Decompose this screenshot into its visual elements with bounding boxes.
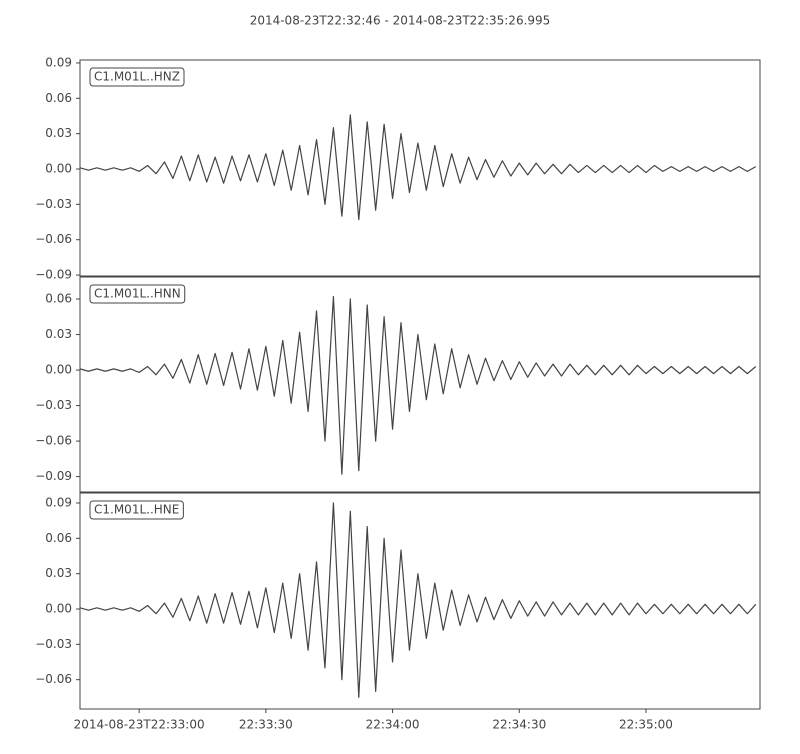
- y-tick-label: −0.03: [35, 197, 72, 211]
- trace-label: C1.M01L..HNZ: [94, 70, 180, 84]
- y-tick-label: −0.09: [35, 469, 72, 483]
- x-tick-label: 22:34:30: [492, 718, 546, 732]
- y-tick-label: 0.00: [45, 602, 72, 616]
- trace-label: C1.M01L..HNN: [94, 287, 181, 301]
- x-tick-label: 2014-08-23T22:33:00: [74, 718, 205, 732]
- y-tick-label: 0.06: [45, 531, 72, 545]
- y-tick-label: −0.03: [35, 637, 72, 651]
- x-tick-label: 22:34:00: [366, 718, 420, 732]
- y-tick-label: 0.06: [45, 292, 72, 306]
- panel-frame: [79, 276, 761, 493]
- y-tick-label: 0.06: [45, 91, 72, 105]
- y-tick-label: 0.03: [45, 126, 72, 140]
- y-tick-label: 0.09: [45, 55, 72, 69]
- y-tick-label: 0.03: [45, 566, 72, 580]
- panel-frame: [79, 492, 761, 710]
- y-tick-label: −0.06: [35, 232, 72, 246]
- y-tick-label: 0.09: [45, 496, 72, 510]
- y-tick-label: −0.06: [35, 672, 72, 686]
- y-tick-label: −0.03: [35, 398, 72, 412]
- y-tick-label: 0.00: [45, 162, 72, 176]
- y-tick-label: −0.09: [35, 268, 72, 282]
- y-tick-label: 0.00: [45, 363, 72, 377]
- waveform: [79, 502, 757, 698]
- trace-label-box: [89, 67, 185, 87]
- trace-label: C1.M01L..HNE: [94, 503, 179, 517]
- x-tick-label: 22:33:30: [239, 718, 293, 732]
- trace-label-box: [89, 500, 184, 520]
- y-tick-label: −0.06: [35, 434, 72, 448]
- trace-label-box: [89, 284, 186, 304]
- y-tick-label: 0.03: [45, 327, 72, 341]
- chart-title: 2014-08-23T22:32:46 - 2014-08-23T22:35:2…: [250, 14, 551, 28]
- x-tick-label: 22:35:00: [619, 718, 673, 732]
- waveform: [79, 114, 757, 221]
- waveform: [79, 296, 757, 475]
